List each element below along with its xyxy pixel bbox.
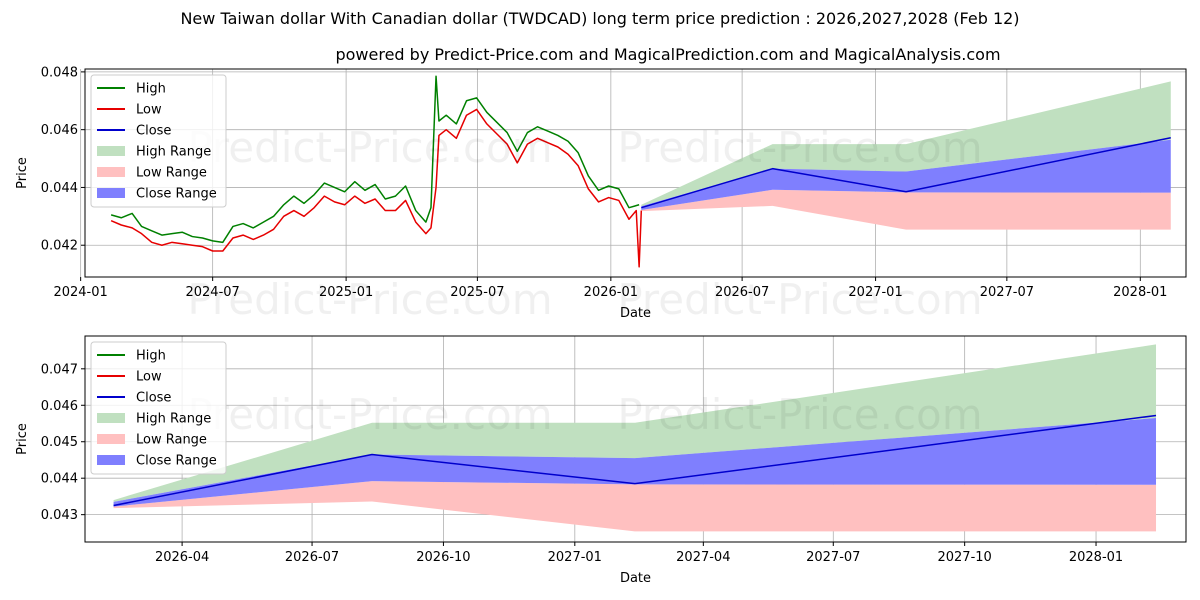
x-tick-label: 2028-01	[1069, 550, 1123, 565]
legend-high-label: High	[136, 82, 166, 97]
y-tick-label: 0.047	[41, 362, 78, 377]
plot-area	[110, 75, 1171, 268]
watermark-text: Predict-Price.com	[187, 275, 552, 324]
x-tick-label: 2024-01	[53, 285, 107, 300]
x-tick-label: 2026-04	[155, 550, 209, 565]
page-title: New Taiwan dollar With Canadian dollar (…	[180, 9, 1020, 28]
legend-low-range-label: Low Range	[136, 433, 207, 448]
x-tick-label: 2028-01	[1113, 285, 1167, 300]
legend-close-range-label: Close Range	[136, 454, 217, 469]
legend-close-range-swatch	[97, 188, 125, 198]
legend-high-range-label: High Range	[136, 412, 211, 427]
low-range-area	[641, 189, 1171, 230]
close-range-area	[641, 139, 1171, 210]
y-tick-label: 0.044	[41, 472, 78, 487]
legend-close-range-swatch	[97, 455, 125, 465]
x-tick-label: 2027-01	[548, 550, 602, 565]
watermark-text: Predict-Price.com	[617, 390, 982, 439]
x-tick-label: 2026-01	[584, 285, 638, 300]
y-tick-label: 0.042	[41, 239, 78, 254]
legend-high-range-swatch	[97, 413, 125, 423]
watermark-text: Predict-Price.com	[187, 390, 552, 439]
y-tick-label: 0.045	[41, 435, 78, 450]
legend-high-range-label: High Range	[136, 145, 211, 160]
y-tick-label: 0.046	[41, 123, 78, 138]
legend-close-label: Close	[136, 124, 171, 139]
page-subtitle: powered by Predict-Price.com and Magical…	[335, 45, 1001, 64]
legend: High Low Close High Range Low Range Close Ran…	[90, 341, 227, 475]
x-tick-label: 2026-10	[416, 550, 470, 565]
x-tick-label: 2026-07	[715, 285, 769, 300]
y-tick-label: 0.043	[41, 508, 78, 523]
axes-frame	[84, 68, 1187, 278]
watermark-text: Predict-Price.com	[187, 123, 552, 172]
watermark-text: Predict-Price.com	[617, 275, 982, 324]
legend-low-label: Low	[136, 103, 162, 118]
legend-close-range-label: Close Range	[136, 187, 217, 202]
legend-low-label: Low	[136, 370, 162, 385]
close-forecast-line	[113, 414, 1157, 507]
x-tick-label: 2027-07	[980, 285, 1034, 300]
high-range-area	[113, 344, 1157, 502]
x-tick-label: 2027-07	[806, 550, 860, 565]
legend-low-range-label: Low Range	[136, 166, 207, 181]
y-axis-label: Price	[15, 157, 30, 189]
x-tick-label: 2026-07	[285, 550, 339, 565]
y-axis-label: Price	[15, 423, 30, 455]
legend-close-label: Close	[136, 391, 171, 406]
y-tick-label: 0.048	[41, 65, 78, 80]
top-chart: 2024-01 2024-07 2025-01 2025-07 2026-01 2026-…	[15, 65, 1187, 324]
x-tick-label: 2027-10	[937, 550, 991, 565]
high-series-line	[110, 75, 640, 244]
grid	[80, 69, 1186, 277]
legend-low-range-swatch	[97, 167, 125, 177]
legend-high-label: High	[136, 349, 166, 364]
watermark-text: Predict-Price.com	[617, 123, 982, 172]
legend: High Low Close High Range Low Range Close Ran…	[90, 74, 227, 208]
axes-frame	[84, 335, 1187, 543]
bottom-chart: 2026-04 2026-07 2026-10 2027-01 2027-04 2027-…	[15, 335, 1187, 586]
x-tick-label: 2027-01	[848, 285, 902, 300]
legend-high-range-swatch	[97, 146, 125, 156]
x-tick-label: 2024-07	[185, 285, 239, 300]
close-forecast-line	[641, 137, 1171, 209]
x-tick-label: 2025-01	[319, 285, 373, 300]
high-range-area	[641, 81, 1171, 207]
x-tick-label: 2025-07	[450, 285, 504, 300]
x-axis-label: Date	[620, 571, 651, 586]
y-tick-label: 0.044	[41, 181, 78, 196]
x-tick-label: 2027-04	[676, 550, 730, 565]
legend-low-range-swatch	[97, 434, 125, 444]
low-series-line	[110, 108, 643, 268]
close-range-area	[113, 418, 1157, 507]
plot-area	[113, 344, 1157, 532]
low-range-area	[113, 481, 1157, 532]
x-axis-label: Date	[620, 306, 651, 321]
y-tick-label: 0.046	[41, 399, 78, 414]
